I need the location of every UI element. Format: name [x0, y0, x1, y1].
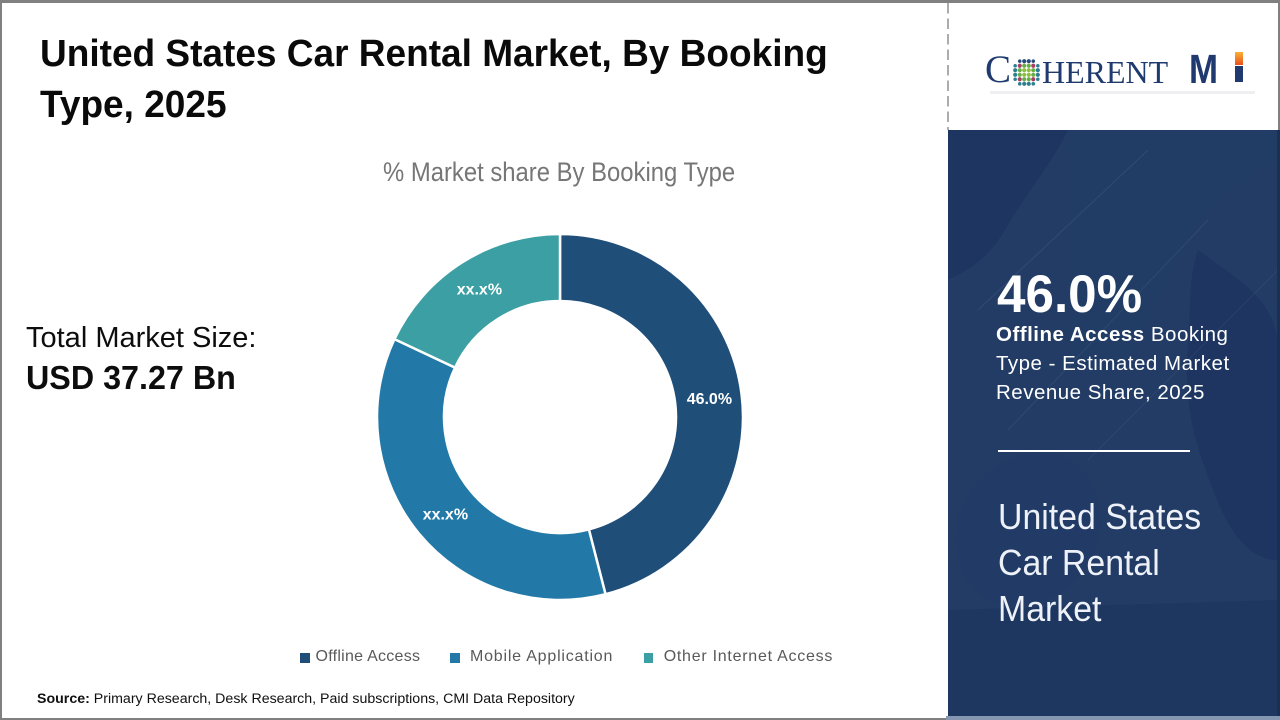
- svg-text:xx.x%: xx.x%: [423, 507, 468, 524]
- svg-text:46.0%: 46.0%: [687, 391, 732, 408]
- svg-text:xx.x%: xx.x%: [457, 281, 502, 298]
